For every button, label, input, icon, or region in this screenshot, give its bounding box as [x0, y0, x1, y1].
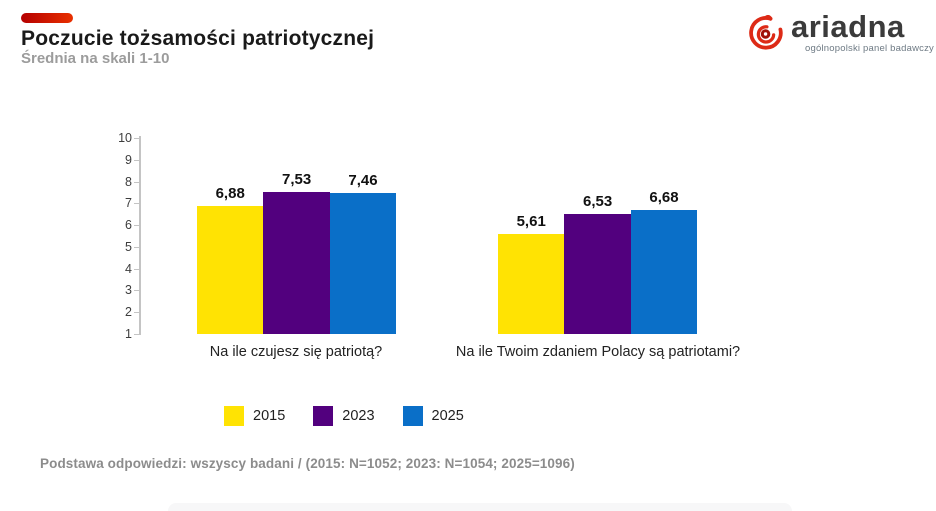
y-tick-label: 7 — [125, 196, 132, 211]
legend-swatch — [402, 406, 423, 426]
category-label-2: Na ile Twoim zdaniem Polacy są patriotam… — [455, 344, 741, 360]
bar-value-label: 6,53 — [582, 192, 613, 210]
y-tick-label: 4 — [125, 261, 132, 276]
bar-2025-group2 — [630, 210, 698, 334]
y-tick-label: 8 — [125, 174, 132, 189]
y-tick-mark — [134, 203, 139, 205]
category-label-1: Na ile czujesz się patriotą? — [209, 344, 383, 360]
y-tick-mark — [134, 312, 139, 314]
bar-2023-group2 — [564, 213, 631, 334]
bar-2025-group1 — [329, 193, 397, 334]
bar-value-label: 6,88 — [215, 184, 245, 202]
bar-2015-group2 — [498, 233, 565, 334]
y-axis-line — [139, 136, 141, 335]
page-title: Poczucie tożsamości patriotycznej — [21, 27, 375, 50]
legend-label: 2023 — [342, 408, 375, 424]
bottom-edge-decoration — [168, 503, 792, 511]
legend-item-2015: 2015 — [224, 406, 285, 426]
legend-swatch — [313, 406, 334, 426]
y-tick-label: 3 — [125, 283, 132, 298]
bar-value-label: 7,46 — [348, 172, 378, 190]
base-note: Podstawa odpowiedzi: wszyscy badani / (2… — [40, 456, 575, 471]
spiral-icon — [748, 15, 784, 58]
bar-value-label: 5,61 — [516, 212, 546, 230]
y-tick-mark — [134, 246, 139, 248]
bar-2015-group1 — [197, 205, 264, 334]
legend-swatch — [224, 406, 244, 426]
y-tick-label: 9 — [125, 152, 132, 167]
legend-label: 2025 — [431, 408, 464, 424]
y-tick-mark — [134, 268, 139, 270]
y-tick-label: 10 — [118, 131, 132, 145]
page-subtitle: Średnia na skali 1-10 — [21, 50, 170, 67]
legend-label: 2015 — [253, 408, 286, 424]
y-tick-label: 5 — [125, 239, 132, 254]
bar-value-label: 7,53 — [281, 170, 312, 188]
y-tick-mark — [134, 181, 139, 183]
y-tick-label: 2 — [125, 305, 132, 320]
y-tick-mark — [134, 138, 139, 139]
y-tick-label: 6 — [125, 218, 132, 233]
bar-value-label: 6,68 — [649, 189, 679, 207]
legend-item-2025: 2025 — [402, 406, 464, 426]
bar-2023-group1 — [263, 191, 330, 334]
y-tick-mark — [134, 334, 139, 335]
y-tick-mark — [134, 290, 139, 292]
y-tick-mark — [134, 159, 139, 161]
logo-tagline: ogólnopolski panel badawczy — [805, 43, 934, 54]
logo-text-block: ariadna ogólnopolski panel badawczy — [791, 9, 934, 54]
chart-legend: 2015 2023 2025 — [224, 406, 464, 426]
y-tick-label: 1 — [125, 327, 132, 341]
legend-item-2023: 2023 — [313, 406, 375, 426]
y-tick-mark — [134, 225, 139, 227]
ariadna-logo: ariadna ogólnopolski panel badawczy — [748, 9, 934, 58]
accent-bar — [21, 13, 73, 23]
logo-brand-text: ariadna — [791, 9, 905, 44]
